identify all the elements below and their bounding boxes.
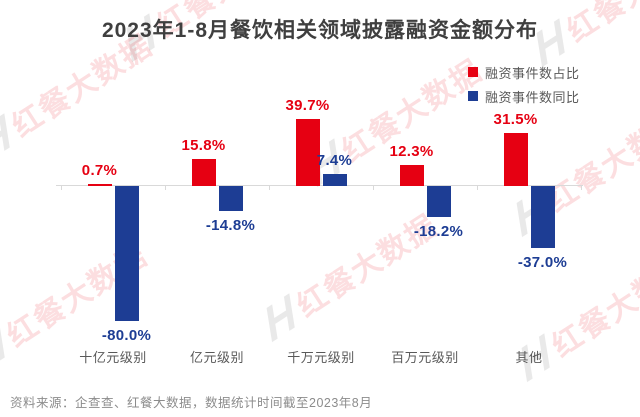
chart-title: 2023年1-8月餐饮相关领域披露融资金额分布 — [101, 19, 539, 42]
axis-tick — [61, 186, 62, 190]
legend-item-share: 融资事件数占比 — [468, 60, 580, 84]
legend-swatch-red-icon — [468, 67, 478, 77]
legend-item-yoy: 融资事件数同比 — [468, 84, 580, 108]
bar-yoy-0 — [114, 186, 139, 321]
bar-share-3 — [399, 165, 424, 186]
category-label-0: 十亿元级别 — [79, 350, 147, 365]
value-label-share-2: 39.7% — [285, 97, 330, 114]
value-label-yoy-2: 7.4% — [316, 151, 353, 169]
category-label-1: 亿元级别 — [189, 350, 244, 365]
axis-tick — [373, 186, 374, 190]
value-label-yoy-3: -18.2% — [413, 222, 464, 240]
axis-tick — [581, 186, 582, 190]
value-label-yoy-1: -14.8% — [205, 216, 256, 234]
bar-yoy-3 — [426, 186, 451, 217]
bar-yoy-1 — [218, 186, 243, 211]
value-label-yoy-0: -80.0% — [101, 327, 152, 344]
bar-share-2 — [295, 119, 320, 186]
value-label-share-3: 12.3% — [389, 143, 434, 161]
value-label-share-4: 31.5% — [493, 110, 538, 128]
legend-label-share: 融资事件数占比 — [485, 65, 580, 81]
legend-label-yoy: 融资事件数同比 — [485, 89, 580, 105]
category-label-2: 千万元级别 — [287, 350, 355, 365]
bar-share-4 — [503, 132, 528, 186]
legend-swatch-blue-icon — [468, 91, 478, 101]
value-label-share-0: 0.7% — [81, 162, 118, 179]
bar-yoy-2 — [322, 173, 347, 186]
value-label-yoy-4: -37.0% — [517, 254, 568, 272]
bar-share-0 — [87, 184, 112, 186]
category-label-3: 百万元级别 — [391, 350, 459, 365]
legend: 融资事件数占比 融资事件数同比 — [468, 60, 580, 108]
axis-tick — [269, 186, 270, 190]
axis-tick — [165, 186, 166, 190]
category-label-4: 其他 — [515, 350, 543, 365]
x-axis-line — [56, 185, 583, 186]
value-label-share-1: 15.8% — [181, 137, 226, 155]
bar-yoy-4 — [530, 186, 555, 249]
bar-share-1 — [191, 159, 216, 186]
source-note: 资料来源：企查查、红餐大数据，数据统计时间截至2023年8月 — [10, 396, 373, 410]
axis-tick — [477, 186, 478, 190]
